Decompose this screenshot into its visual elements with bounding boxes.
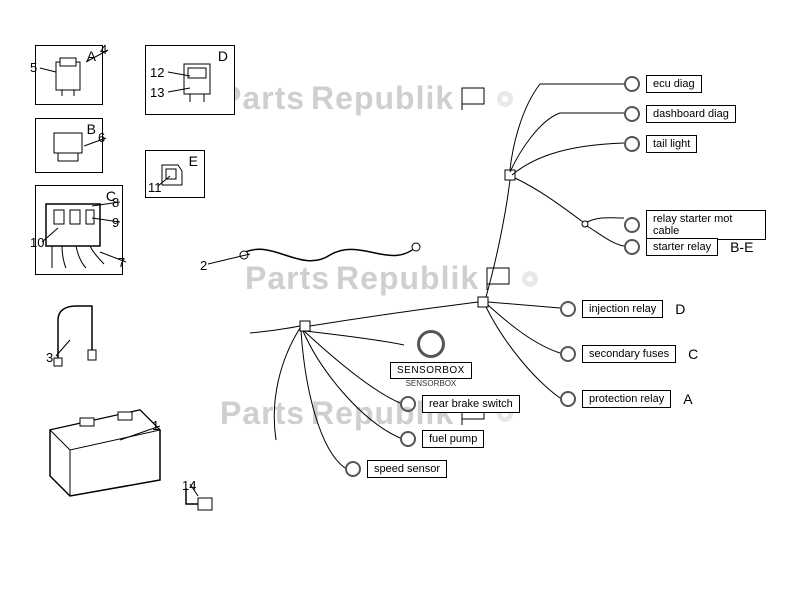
tag-label: secondary fuses (582, 345, 676, 363)
ring-icon (624, 76, 640, 92)
sensorbox: SENSORBOX SENSORBOX (390, 330, 472, 388)
tag-suffix: D (675, 301, 685, 317)
tag-injection-relay: injection relay D (560, 300, 685, 318)
tag-suffix: A (683, 391, 692, 407)
sensorbox-label: SENSORBOX (390, 362, 472, 379)
callout-13: 13 (150, 85, 164, 100)
ring-icon (560, 301, 576, 317)
tag-starter-relay: starter relay B-E (624, 238, 753, 256)
tag-dashboard-diag: dashboard diag (624, 105, 736, 123)
tag-secondary-fuses: secondary fuses C (560, 345, 698, 363)
ring-icon (624, 217, 640, 233)
ring-icon (560, 346, 576, 362)
callout-1: 1 (152, 418, 159, 433)
callout-12: 12 (150, 65, 164, 80)
ring-icon (400, 431, 416, 447)
ring-icon (400, 396, 416, 412)
ring-icon (560, 391, 576, 407)
tag-suffix: C (688, 346, 698, 362)
tag-label: rear brake switch (422, 395, 520, 413)
tag-relay-starter-cable: relay starter mot cable (624, 210, 766, 240)
tag-protection-relay: protection relay A (560, 390, 693, 408)
callout-2: 2 (200, 258, 207, 273)
callout-8: 8 (112, 195, 119, 210)
tag-rear-brake-switch: rear brake switch (400, 395, 520, 413)
ring-icon (624, 239, 640, 255)
callout-4: 4 (100, 42, 107, 57)
diagram-stage: PartsRepublik PartsRepublik PartsRepubli… (0, 0, 800, 600)
tag-label: injection relay (582, 300, 663, 318)
callout-9: 9 (112, 215, 119, 230)
tag-suffix: B-E (730, 239, 753, 255)
ring-icon (345, 461, 361, 477)
sensorbox-sublabel: SENSORBOX (390, 379, 472, 388)
tag-label: relay starter mot cable (646, 210, 766, 240)
callout-11: 11 (148, 180, 162, 195)
tag-label: protection relay (582, 390, 671, 408)
tag-label: dashboard diag (646, 105, 736, 123)
tag-tail-light: tail light (624, 135, 697, 153)
callout-7: 7 (118, 255, 125, 270)
tag-fuel-pump: fuel pump (400, 430, 484, 448)
tag-label: tail light (646, 135, 697, 153)
tag-ecu-diag: ecu diag (624, 75, 702, 93)
tag-label: ecu diag (646, 75, 702, 93)
callout-14: 14 (182, 478, 196, 493)
ring-icon (417, 330, 445, 358)
callout-10: 10 (30, 235, 44, 250)
callout-3: 3 (46, 350, 53, 365)
tag-label: speed sensor (367, 460, 447, 478)
callout-6: 6 (98, 130, 105, 145)
tag-label: fuel pump (422, 430, 484, 448)
ring-icon (624, 106, 640, 122)
ring-icon (624, 136, 640, 152)
callout-5: 5 (30, 60, 37, 75)
tag-label: starter relay (646, 238, 718, 256)
tag-speed-sensor: speed sensor (345, 460, 447, 478)
